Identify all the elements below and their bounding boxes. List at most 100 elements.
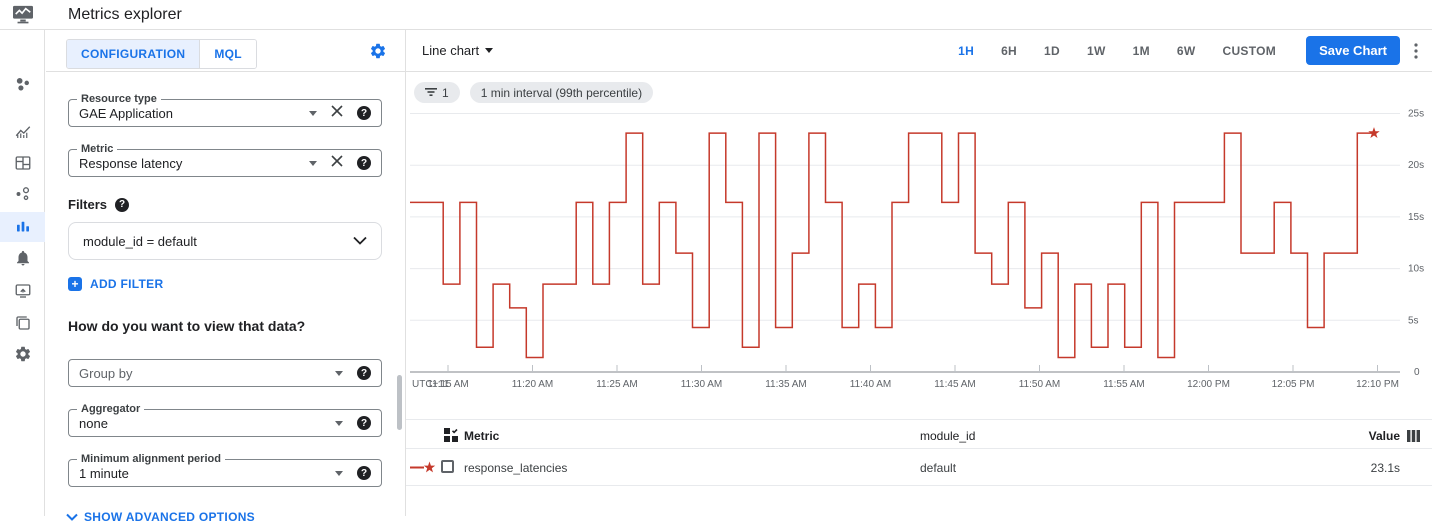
filter-count-chip[interactable]: 1 [414,82,460,103]
show-advanced-options-label: SHOW ADVANCED OPTIONS [84,510,255,524]
sidebar-item-metrics[interactable] [0,117,45,147]
resource-type-field[interactable]: Resource type GAE Application ? [68,93,382,127]
add-filter-label: ADD FILTER [90,277,164,291]
row-checkbox[interactable] [441,460,454,473]
time-range-1w[interactable]: 1W [1086,43,1106,58]
chevron-down-icon [66,508,78,526]
svg-text:20s: 20s [1408,160,1424,171]
filter-count: 1 [442,85,449,100]
aggregator-label: Aggregator [77,403,145,415]
add-filter-button[interactable]: + ADD FILTER [68,277,382,291]
help-icon[interactable]: ? [357,106,371,120]
filter-expression: module_id = default [83,233,197,249]
dropdown-arrow-icon[interactable] [335,470,343,476]
sidebar-item-alerting[interactable] [0,243,45,273]
chart-type-dropdown[interactable]: Line chart [422,43,494,58]
time-range-6w[interactable]: 6W [1176,43,1196,58]
sidebar-item-dashboards[interactable] [0,148,45,178]
resource-type-label: Resource type [77,93,161,105]
tab-configuration[interactable]: CONFIGURATION [67,40,200,68]
svg-text:11:45 AM: 11:45 AM [934,379,976,390]
column-header-module-id[interactable]: module_id [920,429,976,443]
more-options-kebab-icon[interactable] [1414,42,1418,59]
aggregator-field[interactable]: Aggregator none ? [68,403,382,437]
help-icon[interactable]: ? [357,466,371,480]
dropdown-arrow-icon[interactable] [335,370,343,376]
groups-icon [14,314,32,332]
time-range-1d[interactable]: 1D [1044,43,1060,58]
metrics-explorer-icon [14,218,32,236]
metric-label: Metric [77,143,118,155]
chart-type-label: Line chart [422,43,480,58]
sidebar-item-groups[interactable] [0,308,45,338]
min-alignment-period-label: Minimum alignment period [77,453,225,465]
page-title: Metrics explorer [68,6,182,23]
svg-text:15s: 15s [1408,212,1424,223]
filters-heading: Filters [68,197,108,212]
time-range-custom[interactable]: CUSTOM [1222,43,1277,58]
svg-text:UTC+11: UTC+11 [412,379,449,390]
metrics-table: Metric module_id Value response_latencie… [406,419,1432,486]
svg-text:12:05 PM: 12:05 PM [1272,379,1315,390]
time-range-1h[interactable]: 1H [958,43,975,58]
svg-text:11:30 AM: 11:30 AM [681,379,723,390]
min-alignment-period-field[interactable]: Minimum alignment period 1 minute ? [68,453,382,487]
uptime-checks-icon [14,282,32,300]
configuration-panel: CONFIGURATION MQL Resource type GAE Appl… [46,30,406,524]
column-settings-icon[interactable] [1407,429,1420,447]
chart-settings-gear-icon[interactable] [369,42,387,65]
help-icon[interactable]: ? [357,366,371,380]
column-header-metric[interactable]: Metric [464,429,500,443]
column-header-value[interactable]: Value [1368,429,1400,443]
tab-mql[interactable]: MQL [199,40,256,68]
show-advanced-options-button[interactable]: SHOW ADVANCED OPTIONS [66,508,382,526]
sidebar-item-monitoring-overview[interactable] [0,70,45,100]
table-header-row: Metric module_id Value [406,419,1432,449]
group-by-field[interactable]: Group by ? [68,359,382,387]
metric-value: Response latency [79,155,183,171]
help-icon[interactable]: ? [357,416,371,430]
table-row[interactable]: response_latencies default 23.1s [406,449,1432,486]
sidebar-item-services[interactable] [0,179,45,209]
svg-text:11:25 AM: 11:25 AM [596,379,638,390]
svg-text:5s: 5s [1408,315,1419,326]
save-chart-button[interactable]: Save Chart [1306,36,1400,65]
clear-icon[interactable] [331,104,343,122]
row-metric-name: response_latencies [464,461,568,475]
group-by-placeholder: Group by [79,365,133,381]
line-chart-svg: 25s 20s 15s 10s 5s 0 11:15 AM 11:20 AM 11:25 AM 1… [410,109,1424,390]
row-value: 23.1s [1370,461,1400,475]
select-all-grid-icon[interactable] [444,428,458,447]
time-range-1m[interactable]: 1M [1132,43,1150,58]
line-chart[interactable]: 25s 20s 15s 10s 5s 0 11:15 AM 11:20 AM 11:25 AM 1… [406,100,1432,402]
monitoring-logo-icon [0,0,45,30]
add-icon: + [68,277,82,291]
help-icon[interactable]: ? [357,156,371,170]
sidebar-item-metrics-explorer[interactable] [0,212,45,242]
svg-text:10s: 10s [1408,264,1424,275]
min-alignment-period-value: 1 minute [79,465,129,481]
time-range-group: 1H 6H 1D 1W 1M 6W CUSTOM [958,44,1276,58]
config-scrollbar[interactable] [397,375,402,430]
top-header: Metrics explorer [0,0,1432,30]
filters-help-icon[interactable]: ? [115,197,130,212]
settings-gear-icon [14,345,32,363]
aggregator-value: none [79,415,108,431]
svg-text:12:10 PM: 12:10 PM [1356,379,1399,390]
chart-panel: Line chart 1H 6H 1D 1W 1M 6W CUSTOM Save Chart… [406,30,1432,516]
svg-text:0: 0 [1414,367,1420,378]
time-range-6h[interactable]: 6H [1001,43,1018,58]
monitoring-overview-icon [13,75,33,95]
dropdown-arrow-icon[interactable] [335,420,343,426]
svg-text:11:15 AM: 11:15 AM [427,379,469,390]
svg-text:11:55 AM: 11:55 AM [1103,379,1145,390]
clear-icon[interactable] [331,154,343,172]
sidebar-item-uptime-checks[interactable] [0,276,45,306]
sidebar-item-settings[interactable] [0,339,45,369]
svg-text:11:20 AM: 11:20 AM [512,379,554,390]
filter-item-module-id[interactable]: module_id = default [68,222,382,260]
dropdown-arrow-icon[interactable] [309,160,317,166]
dropdown-arrow-icon[interactable] [309,110,317,116]
metric-field[interactable]: Metric Response latency ? [68,143,382,177]
interval-chip[interactable]: 1 min interval (99th percentile) [469,82,654,103]
